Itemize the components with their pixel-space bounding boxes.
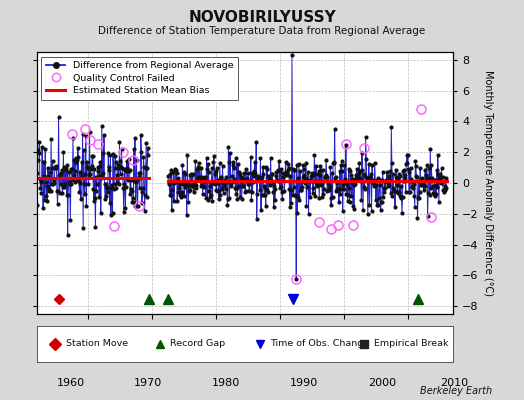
Text: 2010: 2010	[440, 378, 468, 388]
Y-axis label: Monthly Temperature Anomaly Difference (°C): Monthly Temperature Anomaly Difference (…	[483, 70, 493, 296]
Text: 1960: 1960	[57, 378, 85, 388]
Text: 1970: 1970	[134, 378, 162, 388]
Text: NOVOBIRILYUSSY: NOVOBIRILYUSSY	[188, 10, 336, 25]
Text: Time of Obs. Change: Time of Obs. Change	[270, 340, 369, 348]
Text: Berkeley Earth: Berkeley Earth	[420, 386, 493, 396]
Text: 1990: 1990	[290, 378, 318, 388]
Text: Empirical Break: Empirical Break	[374, 340, 449, 348]
Text: Record Gap: Record Gap	[170, 340, 225, 348]
Text: Difference of Station Temperature Data from Regional Average: Difference of Station Temperature Data f…	[99, 26, 425, 36]
Text: 1980: 1980	[212, 378, 241, 388]
Text: Station Move: Station Move	[66, 340, 128, 348]
Legend: Difference from Regional Average, Quality Control Failed, Estimated Station Mean: Difference from Regional Average, Qualit…	[41, 57, 238, 100]
Text: 2000: 2000	[368, 378, 396, 388]
